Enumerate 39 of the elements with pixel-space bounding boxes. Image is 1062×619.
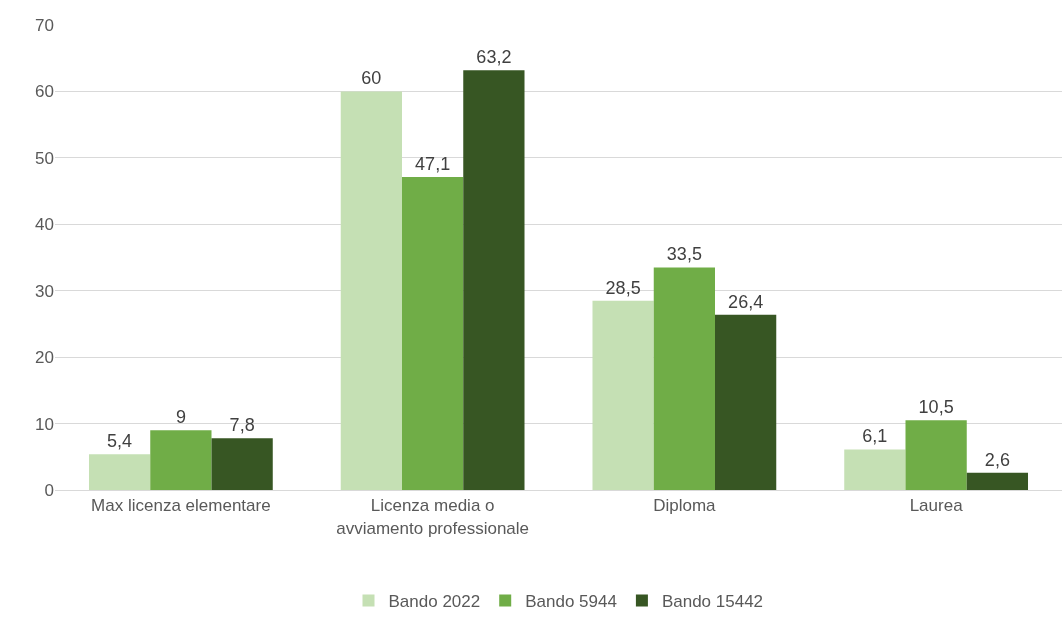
y-tick-label: 50 xyxy=(35,148,54,168)
bar xyxy=(340,91,402,490)
x-tick-label: Laurea xyxy=(909,496,964,516)
y-tick-label: 40 xyxy=(35,215,54,235)
y-tick-label: 20 xyxy=(35,348,54,368)
data-label: 60 xyxy=(361,68,382,89)
y-tick-label: 60 xyxy=(35,82,54,102)
bar xyxy=(653,267,715,490)
bar xyxy=(905,420,967,490)
x-tick-label: Max licenza elementare xyxy=(91,496,271,516)
y-tick-label: 10 xyxy=(35,414,54,434)
data-label: 2,6 xyxy=(984,449,1010,470)
data-label: 7,8 xyxy=(229,415,255,436)
legend-label: Bando 15442 xyxy=(661,592,764,612)
data-label: 6,1 xyxy=(862,426,888,447)
data-label: 5,4 xyxy=(107,431,133,452)
y-tick-label: 70 xyxy=(35,15,54,35)
bar xyxy=(715,314,777,490)
data-label: 10,5 xyxy=(918,397,954,418)
x-tick-label: Licenza media o avviamento professionale xyxy=(336,496,530,538)
data-label: 28,5 xyxy=(605,277,641,298)
data-label: 33,5 xyxy=(666,244,702,265)
data-label: 63,2 xyxy=(476,47,512,68)
data-label: 26,4 xyxy=(728,291,764,312)
bar xyxy=(592,300,654,490)
data-label: 9 xyxy=(175,407,186,428)
legend-label: Bando 5944 xyxy=(525,592,617,612)
bar xyxy=(463,70,525,490)
bar xyxy=(88,454,151,490)
bar xyxy=(844,449,906,490)
x-tick-label: Diploma xyxy=(653,496,717,516)
bar xyxy=(150,430,212,490)
legend-label: Bando 2022 xyxy=(388,592,481,612)
y-tick-label: 0 xyxy=(44,480,54,500)
bar xyxy=(402,177,464,490)
bar xyxy=(211,438,273,490)
data-label: 47,1 xyxy=(415,154,451,175)
y-tick-label: 30 xyxy=(35,281,54,301)
bar xyxy=(966,472,1029,490)
